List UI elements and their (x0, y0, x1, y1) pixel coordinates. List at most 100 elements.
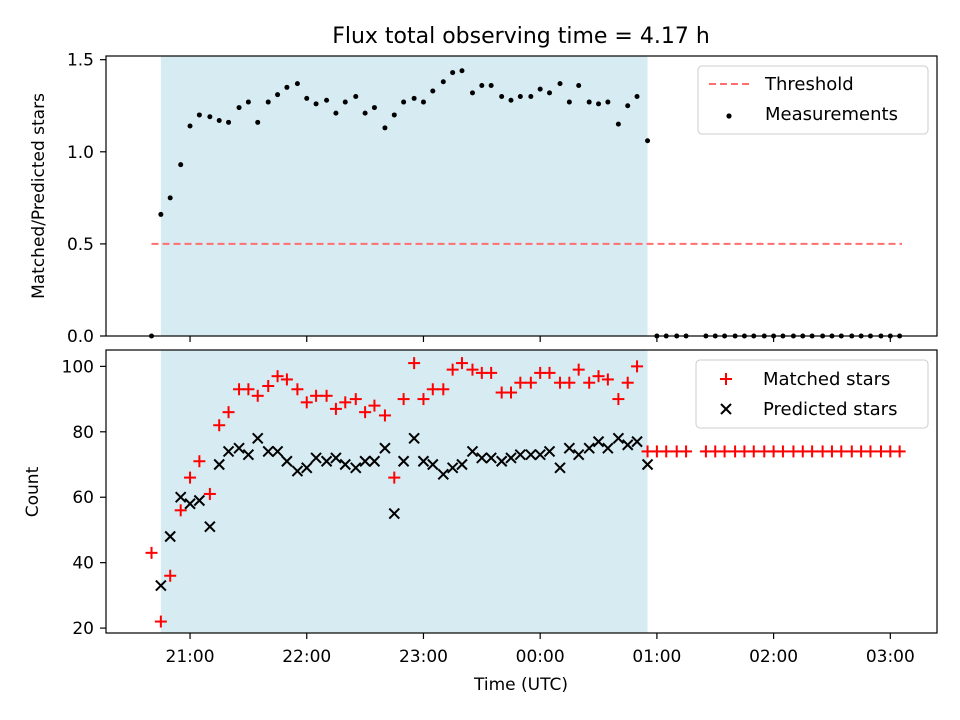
matched-star-point (446, 363, 459, 376)
predicted-star-point (641, 458, 654, 471)
predicted-marker-b (359, 455, 371, 467)
matched-star-point (612, 393, 625, 406)
matched-star-point (408, 357, 421, 370)
predicted-marker-b (612, 432, 625, 445)
matched-star-point (271, 370, 284, 383)
measurement-point (226, 119, 232, 125)
predicted-marker-b (602, 442, 614, 454)
measurement-point (275, 92, 281, 98)
predicted-marker-b (339, 458, 351, 471)
matched-star-point (660, 445, 673, 458)
predicted-marker-b (495, 455, 508, 467)
matched-star-point (747, 445, 760, 458)
top-plot-frame (105, 55, 938, 337)
matched-star-point (349, 393, 362, 406)
predicted-star-point (252, 432, 264, 445)
legend-predicted-label: Predicted stars (763, 399, 897, 420)
measurement-point (342, 99, 348, 105)
predicted-star-point (456, 458, 468, 471)
predicted-marker-b (485, 452, 497, 464)
predicted-star-point (350, 462, 362, 474)
predicted-star-point (281, 455, 293, 467)
measurement-point (187, 123, 193, 129)
predicted-marker-b (368, 455, 381, 467)
bottom-y-tick-label: 20 (72, 619, 94, 639)
predicted-marker-b (291, 465, 304, 477)
predicted-marker-b (476, 452, 488, 464)
predicted-marker-b (174, 491, 187, 503)
measurement-point (391, 112, 397, 118)
predicted-marker-b (252, 432, 264, 445)
matched-star-point (437, 383, 450, 396)
predicted-star-point (339, 458, 351, 471)
predicted-star-point (368, 455, 381, 467)
predicted-star-point (242, 448, 255, 461)
measurement-point (566, 99, 572, 105)
x-tick-label: 23:00 (399, 647, 448, 667)
top-y-axis-label: Matched/Predicted stars (29, 93, 49, 299)
bottom-x-ticks: 21:00 22:00 23:00 00:00 01:00 02:00 03:00 (166, 633, 915, 667)
measurement-point (158, 211, 164, 217)
predicted-marker-b (427, 458, 439, 471)
bottom-y-tick-label: 100 (62, 357, 94, 377)
predicted-marker-b (397, 455, 410, 467)
bottom-y-ticks: 20 40 60 80 100 (62, 357, 106, 639)
x-tick-label: 03:00 (866, 647, 915, 667)
measurement-point (645, 138, 651, 144)
measurement-point (245, 99, 251, 105)
predicted-marker-b (583, 442, 595, 454)
measurement-point (353, 94, 359, 100)
predicted-star-point (427, 458, 439, 471)
matched-star-point (242, 383, 255, 396)
predicted-marker-b (320, 455, 333, 467)
measurement-point (178, 162, 184, 168)
matched-star-point (485, 366, 498, 379)
measurement-point (450, 70, 456, 76)
matched-star-point (310, 389, 323, 402)
measurement-point (508, 97, 514, 103)
predicted-star-point (397, 455, 410, 467)
measurement-point (333, 110, 339, 116)
predicted-star-point (204, 520, 216, 533)
legend-matched-swatch (720, 373, 732, 385)
predicted-marker-b (242, 448, 255, 461)
predicted-star-point (388, 507, 400, 520)
predicted-marker-b (204, 520, 216, 533)
predicted-marker-b (310, 452, 322, 464)
legend-matched-label: Matched stars (763, 369, 890, 390)
predicted-star-point (330, 452, 342, 464)
measurement-point (586, 99, 592, 105)
predicted-star-point (554, 462, 566, 474)
matched-star-point (466, 363, 479, 376)
predicted-star-point (602, 442, 614, 454)
matched-star-point (184, 471, 197, 484)
predicted-star-point (466, 445, 479, 458)
predicted-marker-b (408, 432, 420, 445)
predicted-star-point (233, 442, 245, 454)
measurement-point (440, 79, 446, 85)
measurement-point (265, 99, 271, 105)
predicted-star-point (437, 468, 450, 481)
predicted-marker-b (388, 507, 400, 520)
measurement-point (528, 94, 534, 100)
matched-star-point (193, 455, 206, 468)
predicted-marker-b (164, 530, 176, 543)
matched-star-point (514, 376, 527, 389)
matched-star-point (631, 360, 644, 373)
top-panel: 0.0 0.5 1.0 1.5 Matched/Predicted stars Thr… (29, 51, 938, 347)
predicted-star-point (534, 448, 546, 461)
bottom-points-layer (145, 357, 906, 628)
measurement-point (255, 119, 261, 125)
top-y-tick-label: 1.5 (67, 51, 94, 71)
measurement-point (371, 105, 377, 111)
predicted-marker-b (222, 445, 235, 458)
bottom-panel: 21:00 22:00 23:00 00:00 01:00 02:00 03:00 20 40… (23, 349, 938, 695)
matched-star-point (359, 406, 372, 419)
predicted-star-point (572, 448, 585, 461)
matched-star-point (388, 471, 401, 484)
matched-star-point (203, 487, 216, 500)
measurement-point (488, 82, 494, 88)
top-observing-window (160, 56, 648, 336)
matched-star-point (680, 445, 693, 458)
